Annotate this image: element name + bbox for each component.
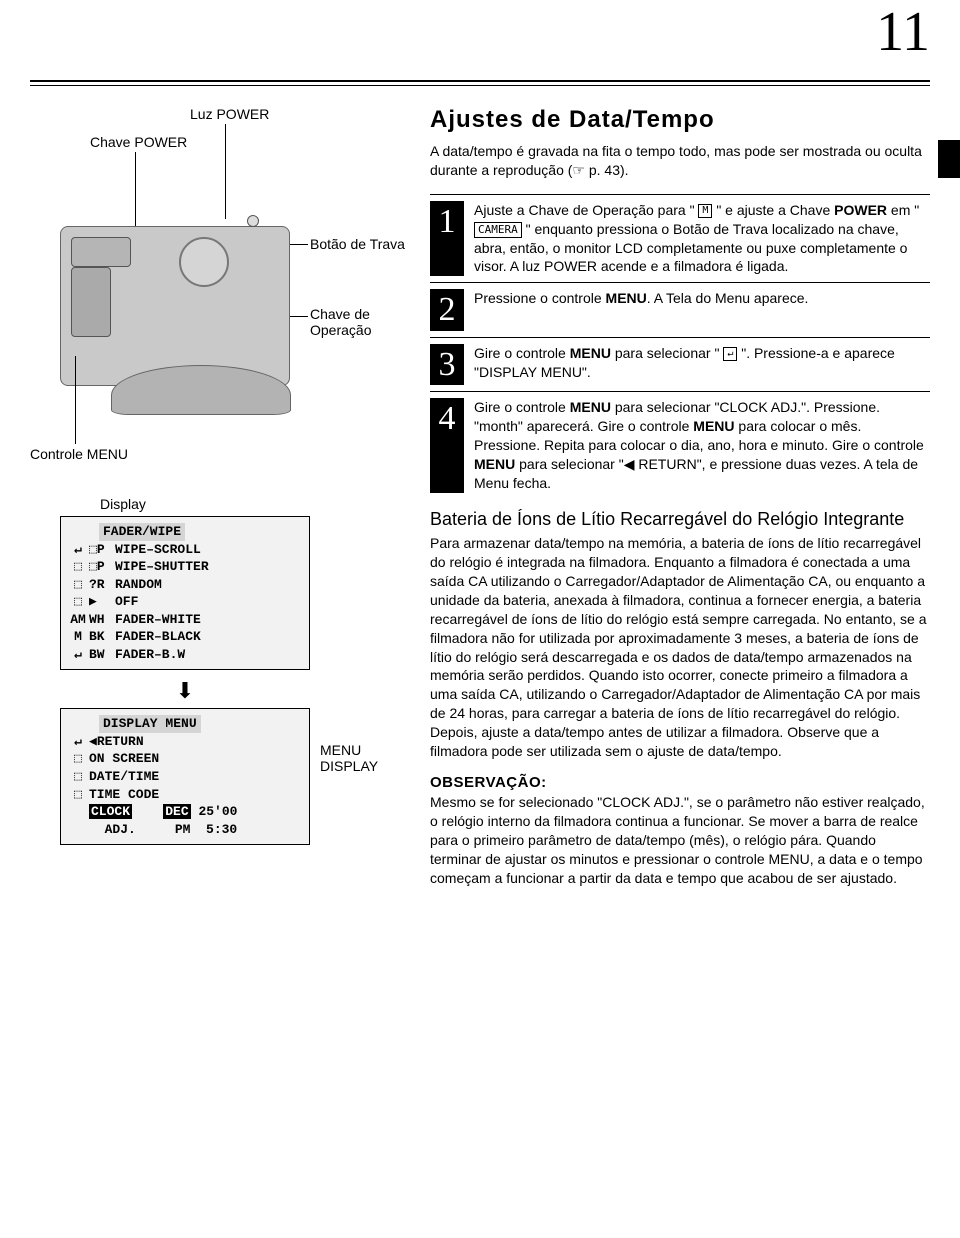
thumb-tab — [938, 140, 960, 178]
label-botao-trava: Botão de Trava — [310, 236, 405, 252]
camera-diagram: Luz POWER Chave POWER Botão de Trava Cha… — [30, 106, 410, 486]
battery-body: Para armazenar data/tempo na memória, a … — [430, 534, 930, 761]
leader-line — [135, 152, 136, 232]
lcd2-row: ⬚TIME CODE — [67, 786, 303, 804]
main-title: Ajustes de Data/Tempo — [430, 106, 930, 134]
left-column: Luz POWER Chave POWER Botão de Trava Cha… — [30, 106, 410, 900]
step: 4 Gire o controle MENU para selecionar "… — [430, 391, 930, 492]
leader-line — [75, 356, 76, 444]
camera-led — [247, 215, 259, 227]
obs-title: OBSERVAÇÃO: — [430, 774, 547, 791]
label-chave-power: Chave POWER — [90, 134, 187, 150]
lcd1-row: MBKFADER–BLACK — [67, 628, 303, 646]
lcd1-row: ⬚▶OFF — [67, 593, 303, 611]
camera-body — [60, 226, 290, 386]
step-number: 2 — [430, 289, 464, 330]
right-column: Ajustes de Data/Tempo A data/tempo é gra… — [430, 106, 930, 900]
lcd2-row: ⬚ON SCREEN — [67, 750, 303, 768]
leader-line — [225, 124, 226, 219]
page-number: 11 — [876, 0, 930, 64]
label-display: Display — [100, 496, 410, 512]
lcd2-row: ⬚DATE/TIME — [67, 768, 303, 786]
label-menu-display: MENU DISPLAY — [320, 742, 410, 774]
label-chave-operacao: Chave de Operação — [310, 306, 400, 338]
lcd1-title: FADER/WIPE — [99, 523, 185, 541]
top-rule — [30, 80, 930, 86]
step-text: Gire o controle MENU para selecionar "CL… — [474, 398, 930, 492]
lcd-fader-wipe: FADER/WIPE ↵⬚PWIPE–SCROLL⬚⬚PWIPE–SHUTTER… — [60, 516, 310, 670]
step-text: Ajuste a Chave de Operação para " M " e … — [474, 201, 930, 277]
label-luz-power: Luz POWER — [190, 106, 269, 122]
lcd1-row: ↵BWFADER–B.W — [67, 646, 303, 664]
lcd-display-menu: DISPLAY MENU ↵◀RETURN⬚ON SCREEN⬚DATE/TIM… — [60, 708, 310, 845]
lcd2-clock-month: DEC — [163, 804, 190, 819]
step: 2 Pressione o controle MENU. A Tela do M… — [430, 282, 930, 330]
obs-body: Mesmo se for selecionado "CLOCK ADJ.", s… — [430, 794, 925, 886]
battery-title: Bateria de Íons de Lítio Recarregável do… — [430, 509, 930, 531]
step: 3 Gire o controle MENU para selecionar "… — [430, 337, 930, 385]
camera-lens — [71, 267, 111, 337]
step-number: 3 — [430, 344, 464, 385]
lcd2-adj-time: PM 5:30 — [175, 822, 237, 837]
lcd1-row: ⬚⬚PWIPE–SHUTTER — [67, 558, 303, 576]
camera-viewfinder — [71, 237, 131, 267]
lcd2-title: DISPLAY MENU — [99, 715, 201, 733]
lcd1-row: ⬚?RRANDOM — [67, 576, 303, 594]
lcd1-row: ↵⬚PWIPE–SCROLL — [67, 541, 303, 559]
intro-text: A data/tempo é gravada na fita o tempo t… — [430, 142, 930, 180]
camera-strap — [111, 365, 291, 415]
down-arrow-icon: ⬇ — [60, 678, 310, 704]
step-number: 4 — [430, 398, 464, 492]
label-controle-menu: Controle MENU — [30, 446, 128, 462]
step-number: 1 — [430, 201, 464, 277]
observation: OBSERVAÇÃO: Mesmo se for selecionado "CL… — [430, 773, 930, 888]
lcd2-adj-label: ADJ. — [89, 822, 136, 837]
camera-dial — [179, 237, 229, 287]
lcd1-row: AMWHFADER–WHITE — [67, 611, 303, 629]
step-text: Gire o controle MENU para selecionar " ↵… — [474, 344, 930, 385]
lcd2-clock-label: CLOCK — [89, 804, 132, 819]
step-text: Pressione o controle MENU. A Tela do Men… — [474, 289, 808, 330]
lcd2-row: ↵◀RETURN — [67, 733, 303, 751]
step: 1 Ajuste a Chave de Operação para " M " … — [430, 194, 930, 277]
lcd2-clock-date: 25'00 — [198, 804, 237, 819]
